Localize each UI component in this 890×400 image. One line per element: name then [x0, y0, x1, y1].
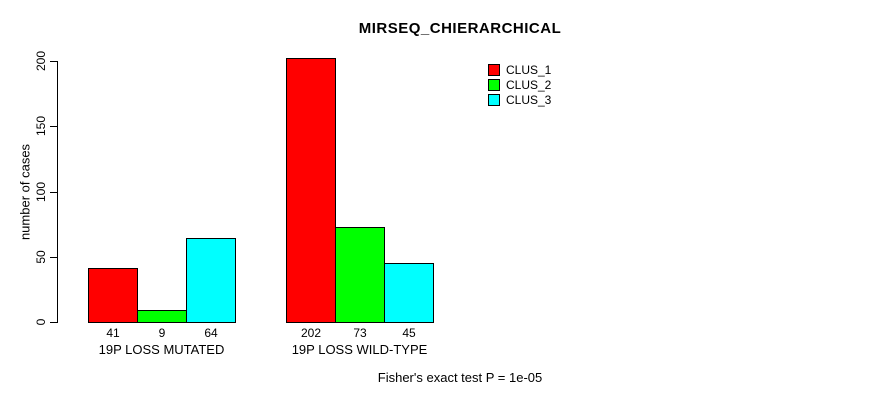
legend-row: CLUS_3: [488, 92, 551, 107]
y-tick-mark: [50, 126, 57, 127]
annotation-text: Fisher's exact test P = 1e-05: [377, 370, 543, 385]
bar-clus_1: [88, 268, 138, 323]
bar-clus_2: [335, 227, 385, 323]
y-tick-mark: [50, 257, 57, 258]
y-axis-label: number of cases: [17, 143, 33, 241]
bar-value-label: 64: [204, 326, 218, 340]
bar-value-label: 202: [300, 326, 322, 340]
legend-swatch-icon: [488, 63, 500, 76]
y-tick-label: 0: [34, 318, 48, 326]
bar-clus_3: [186, 238, 236, 323]
legend: CLUS_1 CLUS_2 CLUS_3: [488, 62, 551, 107]
legend-label: CLUS_1: [506, 62, 552, 77]
y-tick-label: 200: [34, 50, 48, 72]
bar-value-label: 45: [402, 326, 416, 340]
y-tick-mark: [50, 322, 57, 323]
y-tick-label: 150: [34, 115, 48, 137]
legend-swatch-icon: [488, 93, 500, 106]
bar-value-label: 9: [158, 326, 166, 340]
bar-clus_2: [137, 310, 187, 323]
y-tick-mark: [50, 192, 57, 193]
y-axis-line: [57, 61, 58, 323]
legend-label: CLUS_3: [506, 92, 552, 107]
bar-clus_3: [384, 263, 434, 323]
legend-swatch-icon: [488, 78, 500, 91]
bar-value-label: 41: [106, 326, 120, 340]
chart-title: MIRSEQ_CHIERARCHICAL: [358, 20, 562, 37]
bar-value-label: 73: [353, 326, 367, 340]
x-category-label: 19P LOSS WILD-TYPE: [291, 342, 428, 357]
bar-clus_1: [286, 58, 336, 323]
legend-row: CLUS_2: [488, 77, 551, 92]
y-tick-label: 100: [34, 181, 48, 203]
y-tick-label: 50: [34, 250, 48, 264]
y-tick-mark: [50, 61, 57, 62]
legend-label: CLUS_2: [506, 77, 552, 92]
legend-row: CLUS_1: [488, 62, 551, 77]
x-category-label: 19P LOSS MUTATED: [98, 342, 225, 357]
